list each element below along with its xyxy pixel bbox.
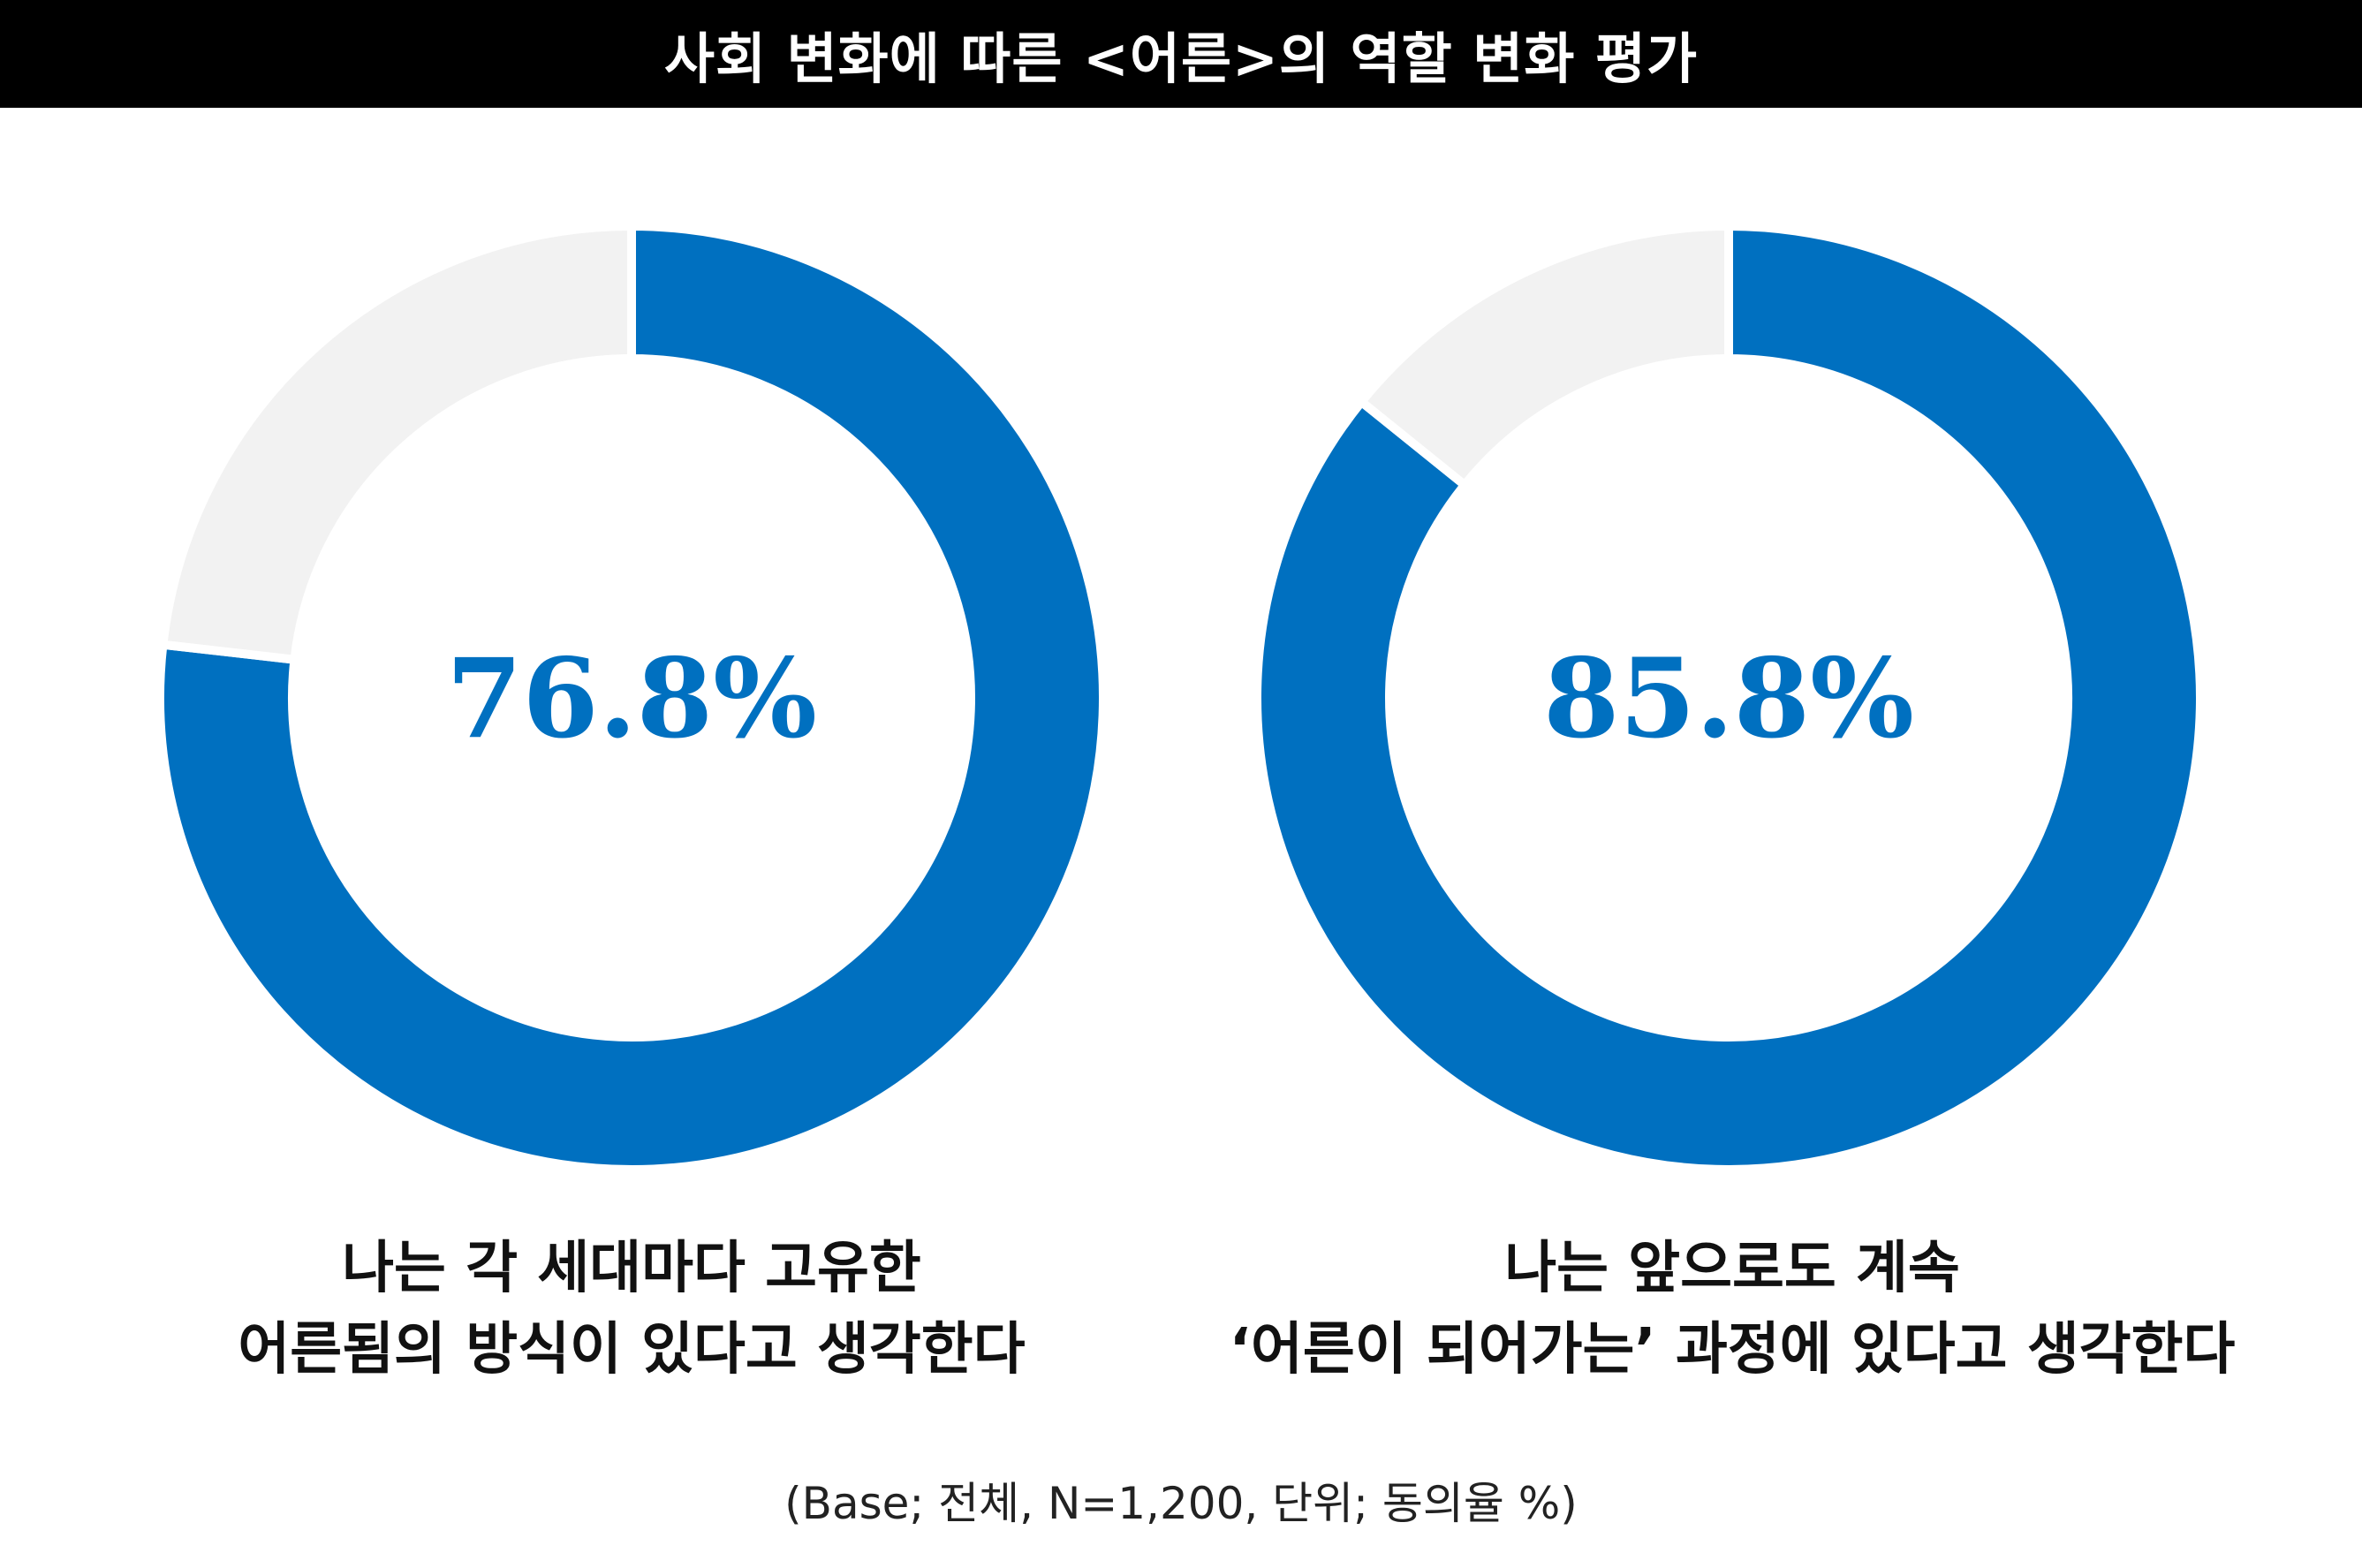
- caption-left: 나는 각 세대마다 고유한 어른됨의 방식이 있다고 생각한다: [102, 1228, 1162, 1390]
- caption-right: 나는 앞으로도 계속 ‘어른이 되어가는’ 과정에 있다고 생각한다: [1202, 1228, 2262, 1390]
- caption-left-line-1: 나는 각 세대마다 고유한: [342, 1236, 921, 1301]
- donut-2-slice-remainder: [1355, 221, 1733, 491]
- caption-left-line-2: 어른됨의 방식이 있다고 생각한다: [238, 1317, 1026, 1382]
- donut-1-slice-remainder: [157, 221, 636, 665]
- donut-2-slice-agree: [1253, 221, 2205, 1174]
- chart-title: 사회 변화에 따른 <어른>의 역할 변화 평가: [663, 27, 1699, 91]
- footnote: (Base; 전체, N=1,200, 단위; 동의율 %): [784, 1478, 1578, 1529]
- title-bar: 사회 변화에 따른 <어른>의 역할 변화 평가: [0, 0, 2362, 108]
- caption-right-line-1: 나는 앞으로도 계속: [1504, 1236, 1960, 1301]
- donut-2-value-label: 85.8%: [1543, 635, 1914, 763]
- donut-1-value-label: 76.8%: [446, 635, 817, 763]
- donut-1-slice-agree: [155, 221, 1108, 1174]
- caption-right-line-2: ‘어른이 되어가는’ 과정에 있다고 생각한다: [1229, 1317, 2236, 1382]
